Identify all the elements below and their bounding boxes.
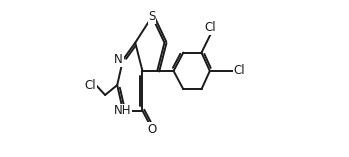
Text: Cl: Cl [233,65,245,77]
Text: O: O [148,123,157,135]
Text: Cl: Cl [84,79,96,92]
Text: S: S [148,10,156,23]
Text: Cl: Cl [205,21,216,34]
Text: NH: NH [114,104,132,117]
Text: N: N [114,53,123,66]
